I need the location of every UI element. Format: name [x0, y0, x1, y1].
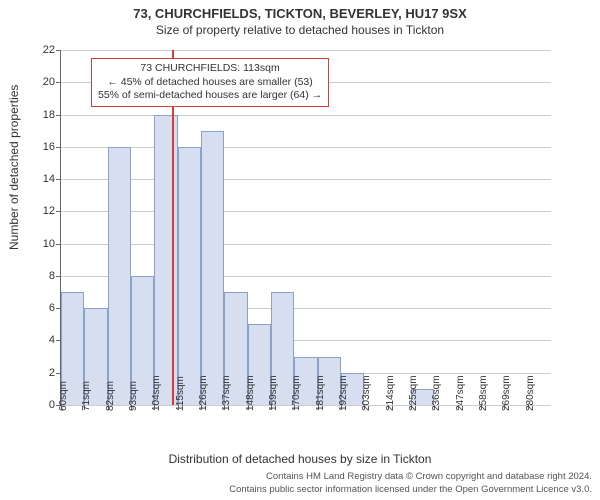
histogram-bar [178, 147, 201, 405]
ytick-mark [56, 115, 61, 116]
xtick-label: 93sqm [128, 381, 139, 411]
xtick-label: 247sqm [455, 375, 466, 411]
ytick-label: 16 [43, 141, 55, 153]
ytick-mark [56, 179, 61, 180]
ytick-mark [56, 147, 61, 148]
xtick-label: 82sqm [105, 381, 116, 411]
ytick-mark [56, 50, 61, 51]
histogram-chart: 024681012141618202260sqm71sqm82sqm93sqm1… [60, 50, 551, 406]
gridline [61, 50, 551, 51]
ytick-mark [56, 244, 61, 245]
ytick-mark [56, 276, 61, 277]
xtick-label: 104sqm [151, 375, 162, 411]
annotation-line: 55% of semi-detached houses are larger (… [98, 89, 322, 103]
ytick-label: 2 [49, 367, 55, 379]
x-axis-label: Distribution of detached houses by size … [0, 452, 600, 466]
xtick-label: 159sqm [268, 375, 279, 411]
annotation-line: 73 CHURCHFIELDS: 113sqm [98, 62, 322, 76]
ytick-label: 22 [43, 44, 55, 56]
gridline [61, 244, 551, 245]
histogram-bar [201, 131, 224, 405]
ytick-label: 14 [43, 173, 55, 185]
xtick-label: 225sqm [408, 375, 419, 411]
footer-line-2: Contains public sector information licen… [8, 484, 592, 496]
xtick-label: 236sqm [431, 375, 442, 411]
xtick-label: 137sqm [221, 375, 232, 411]
xtick-label: 269sqm [501, 375, 512, 411]
page-title: 73, CHURCHFIELDS, TICKTON, BEVERLEY, HU1… [0, 0, 600, 21]
annotation-box: 73 CHURCHFIELDS: 113sqm← 45% of detached… [91, 58, 329, 107]
xtick-label: 192sqm [338, 375, 349, 411]
ytick-label: 18 [43, 109, 55, 121]
xtick-label: 280sqm [525, 375, 536, 411]
xtick-label: 214sqm [385, 375, 396, 411]
gridline [61, 211, 551, 212]
xtick-label: 126sqm [198, 375, 209, 411]
ytick-label: 10 [43, 238, 55, 250]
ytick-label: 6 [49, 302, 55, 314]
xtick-label: 181sqm [315, 375, 326, 411]
ytick-label: 12 [43, 205, 55, 217]
annotation-line: ← 45% of detached houses are smaller (53… [98, 76, 322, 90]
ytick-mark [56, 211, 61, 212]
ytick-mark [56, 82, 61, 83]
xtick-label: 115sqm [175, 376, 186, 411]
gridline [61, 115, 551, 116]
footer-attribution: Contains HM Land Registry data © Crown c… [8, 471, 592, 496]
histogram-bar [108, 147, 131, 405]
xtick-label: 170sqm [291, 375, 302, 411]
xtick-label: 60sqm [58, 381, 69, 411]
footer-line-1: Contains HM Land Registry data © Crown c… [8, 471, 592, 483]
xtick-label: 203sqm [361, 375, 372, 411]
xtick-label: 258sqm [478, 375, 489, 411]
ytick-label: 4 [49, 334, 55, 346]
ytick-label: 0 [49, 399, 55, 411]
gridline [61, 147, 551, 148]
xtick-label: 148sqm [245, 375, 256, 411]
y-axis-label: Number of detached properties [7, 85, 21, 250]
xtick-label: 71sqm [81, 381, 92, 411]
ytick-label: 8 [49, 270, 55, 282]
page-subtitle: Size of property relative to detached ho… [0, 21, 600, 37]
gridline [61, 179, 551, 180]
ytick-label: 20 [43, 76, 55, 88]
